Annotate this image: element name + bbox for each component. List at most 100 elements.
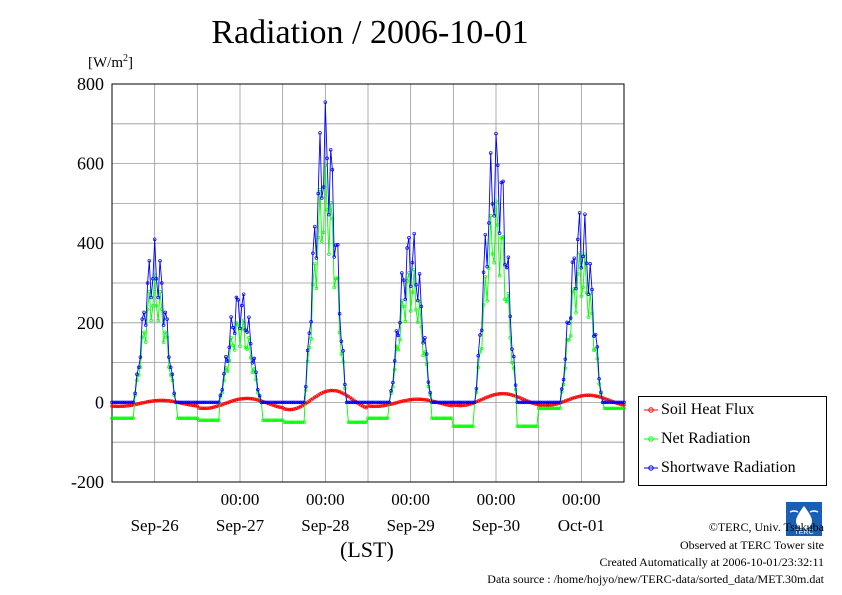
data-point xyxy=(200,406,205,411)
data-point xyxy=(538,406,543,411)
data-point xyxy=(131,400,136,405)
data-point xyxy=(320,391,324,395)
data-point xyxy=(568,316,573,320)
data-point xyxy=(494,392,498,397)
data-point xyxy=(597,382,601,386)
data-point xyxy=(240,327,244,331)
data-point xyxy=(231,343,235,348)
data-point xyxy=(360,404,365,408)
data-point xyxy=(474,387,479,391)
data-point xyxy=(446,416,450,421)
data-point xyxy=(613,406,617,411)
data-point xyxy=(211,400,216,405)
data-point xyxy=(496,163,500,168)
data-point xyxy=(369,404,374,409)
x-time-tick-label: 00:00 xyxy=(391,490,430,509)
data-point xyxy=(586,292,591,296)
data-point xyxy=(533,424,537,429)
chart-title: Radiation / 2006-10-01 xyxy=(211,14,529,51)
data-point xyxy=(496,392,500,396)
data-point xyxy=(234,295,239,300)
data-point xyxy=(480,328,484,333)
data-point xyxy=(384,416,388,421)
data-point xyxy=(501,179,505,184)
data-point xyxy=(302,420,306,425)
data-point xyxy=(536,406,541,411)
data-point xyxy=(510,360,514,365)
data-point xyxy=(487,394,491,399)
observed-text: Observed at TERC Tower site xyxy=(679,538,824,552)
data-point xyxy=(615,406,619,411)
data-point xyxy=(398,400,402,404)
data-point xyxy=(528,400,532,405)
data-point xyxy=(282,420,287,425)
data-point xyxy=(327,388,331,393)
data-point xyxy=(458,400,463,405)
data-point xyxy=(202,406,207,411)
data-point xyxy=(199,400,203,405)
data-point xyxy=(471,400,475,405)
data-point xyxy=(574,310,578,315)
data-point xyxy=(128,400,132,405)
data-point xyxy=(110,404,114,408)
data-point xyxy=(289,420,294,425)
data-point xyxy=(508,314,512,318)
x-axis-label: (LST) xyxy=(340,537,394,562)
data-point xyxy=(442,400,447,405)
data-point xyxy=(467,400,472,405)
data-point xyxy=(385,400,390,405)
data-point xyxy=(330,388,335,393)
data-point xyxy=(464,400,468,405)
data-point xyxy=(574,395,578,399)
data-point xyxy=(250,370,255,375)
data-point xyxy=(369,416,374,421)
data-point xyxy=(149,399,153,403)
data-point xyxy=(280,418,285,423)
data-point xyxy=(558,400,562,405)
data-point xyxy=(504,392,509,396)
data-point xyxy=(510,347,514,351)
data-point xyxy=(451,424,456,429)
data-point xyxy=(136,365,141,370)
data-point xyxy=(517,424,521,429)
data-point xyxy=(254,397,258,402)
data-point xyxy=(216,418,221,423)
data-point xyxy=(195,404,200,408)
data-point xyxy=(222,378,226,383)
data-point xyxy=(325,389,329,393)
data-point xyxy=(211,405,216,410)
data-point xyxy=(167,355,171,359)
data-point xyxy=(195,416,200,421)
data-point xyxy=(606,406,610,411)
x-time-tick-label: 00:00 xyxy=(221,490,260,509)
data-point xyxy=(275,404,280,409)
data-point xyxy=(544,400,548,405)
data-point xyxy=(115,416,120,421)
data-point xyxy=(378,416,383,421)
data-point xyxy=(176,400,180,405)
data-point xyxy=(421,341,425,345)
data-point xyxy=(520,397,525,401)
data-point xyxy=(163,310,168,315)
x-date-label: Sep-28 xyxy=(301,516,349,535)
data-point xyxy=(376,416,381,421)
data-point xyxy=(218,403,223,407)
data-point xyxy=(472,400,477,405)
data-point xyxy=(165,398,169,403)
data-point xyxy=(256,387,260,392)
data-point xyxy=(455,424,459,429)
data-point xyxy=(439,400,443,405)
data-point xyxy=(245,347,249,351)
data-point xyxy=(282,400,287,405)
data-point xyxy=(183,416,187,421)
data-point xyxy=(368,416,372,421)
data-point xyxy=(348,400,352,405)
data-point xyxy=(352,400,356,405)
data-point xyxy=(554,400,559,405)
data-point xyxy=(234,398,239,402)
data-point xyxy=(408,284,413,288)
data-point xyxy=(478,333,482,337)
data-point xyxy=(376,404,381,408)
data-point xyxy=(190,416,194,421)
data-point xyxy=(247,396,251,401)
